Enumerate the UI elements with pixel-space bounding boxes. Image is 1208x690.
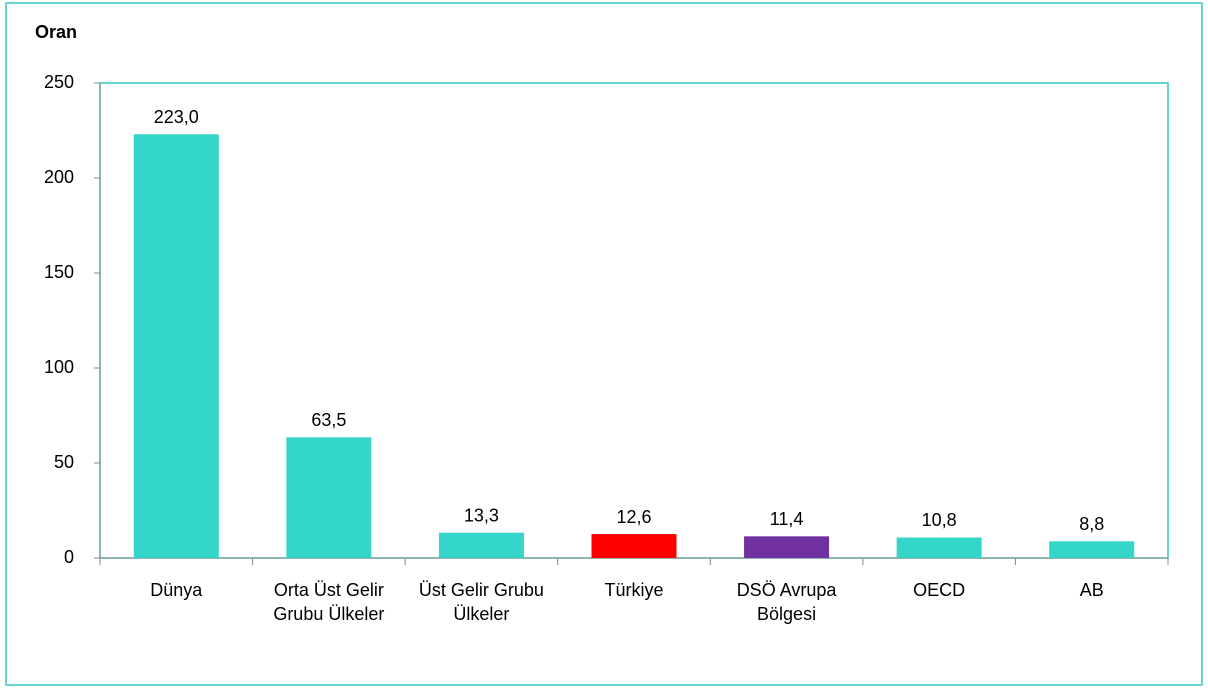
x-tick-label: Orta Üst Gelir Grubu Ülkeler — [273, 580, 385, 624]
y-tick-label: 150 — [44, 262, 74, 282]
data-label: 10,8 — [922, 510, 957, 530]
y-tick-label: 50 — [54, 452, 74, 472]
bar — [133, 134, 219, 559]
data-label: 12,6 — [616, 507, 651, 527]
bar — [591, 534, 677, 558]
data-label: 11,4 — [770, 509, 804, 529]
y-tick-label: 0 — [64, 547, 74, 567]
x-tick-label: Dünya — [150, 580, 203, 600]
x-tick-label: DSÖ Avrupa Bölgesi — [736, 580, 837, 624]
x-tick-label: OECD — [913, 580, 966, 600]
y-tick-label: 250 — [44, 72, 74, 92]
data-label: 223,0 — [154, 107, 199, 127]
data-label: 8,8 — [1079, 514, 1104, 534]
y-tick-label: 100 — [44, 357, 74, 377]
y-tick-label: 200 — [44, 167, 74, 187]
bar — [1049, 541, 1135, 558]
x-tick-label: AB — [1079, 580, 1104, 600]
bar — [896, 537, 982, 558]
x-tick-label: Üst Gelir Grubu Ülkeler — [418, 580, 544, 624]
data-label: 63,5 — [311, 410, 346, 430]
y-axis-title: Oran — [35, 22, 77, 42]
data-label: 13,3 — [464, 505, 499, 525]
bar — [744, 536, 830, 558]
bar — [286, 437, 372, 558]
x-tick-label: Türkiye — [604, 580, 664, 600]
bar — [438, 532, 524, 558]
